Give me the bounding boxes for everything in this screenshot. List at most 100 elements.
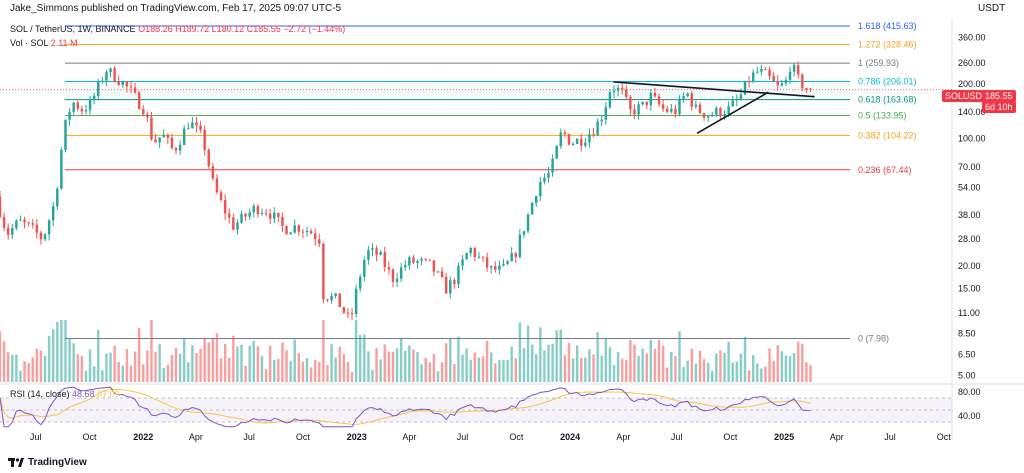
time-tick-label: Jul: [884, 432, 896, 442]
volume-bar: [498, 359, 501, 382]
candle-body: [240, 213, 243, 223]
volume-legend[interactable]: Vol · SOL 2.11 M: [10, 38, 78, 48]
candle-body: [264, 212, 268, 214]
volume-bar: [166, 364, 170, 382]
candle-body: [432, 260, 436, 272]
candle-body: [461, 259, 464, 266]
candle-body: [338, 293, 341, 308]
volume-bar: [584, 357, 587, 382]
candle-body: [506, 261, 509, 265]
volume-bar: [412, 349, 415, 382]
rsi-tick-label: 40.00: [958, 411, 981, 421]
candle-body: [56, 188, 59, 207]
volume-bar: [101, 370, 104, 382]
candle-body: [502, 264, 505, 266]
candle-body: [363, 260, 366, 277]
candle-body: [256, 205, 260, 214]
volume-bar: [105, 353, 108, 382]
symbol-name: SOL / TetherUS, 1W, BINANCE: [10, 24, 136, 34]
volume-bar: [485, 340, 489, 382]
candle-body: [604, 107, 608, 120]
volume-bar: [383, 344, 387, 382]
volume-bar: [600, 355, 603, 382]
candle-body: [788, 71, 792, 80]
candle-body: [117, 81, 120, 85]
volume-bar: [334, 357, 337, 382]
volume-bar: [232, 335, 235, 382]
fib-label: 0.5 (133.95): [858, 111, 907, 121]
candle-body: [68, 111, 71, 120]
candle-body: [686, 93, 689, 96]
volume-bar: [694, 363, 698, 382]
volume-bar: [47, 335, 51, 382]
tradingview-brand[interactable]: TradingView: [8, 457, 87, 468]
candle-body: [792, 65, 796, 72]
volume-bar: [309, 367, 313, 382]
volume-bar: [686, 360, 689, 382]
candles: [0, 61, 812, 321]
volume-bar: [809, 365, 812, 382]
candle-body: [751, 72, 755, 82]
volume-bar: [399, 338, 403, 382]
rsi-pane-background: [0, 386, 952, 428]
volume-bar: [764, 366, 767, 382]
price-tick-label: 15.00: [958, 284, 981, 294]
candle-body: [293, 225, 296, 233]
volume-bar: [731, 362, 734, 382]
candle-body: [563, 132, 567, 135]
candle-body: [514, 253, 517, 257]
candle-body: [756, 71, 759, 73]
volume-bar: [187, 362, 190, 382]
candle-body: [412, 257, 415, 263]
volume-value: 2.11 M: [50, 38, 78, 48]
volume-bar: [92, 366, 96, 382]
volume-bar: [473, 352, 477, 382]
rsi-pane: [0, 386, 952, 428]
candle-body: [469, 248, 472, 254]
volume-bar: [182, 338, 186, 382]
publisher-text: Jake_Simmons published on TradingView.co…: [10, 3, 342, 14]
candle-body: [31, 223, 34, 225]
candle-body: [694, 104, 698, 107]
volume-bar: [256, 346, 260, 382]
volume-bar: [15, 354, 18, 382]
candle-body: [281, 216, 284, 227]
candle-body: [191, 122, 194, 129]
volume-bar: [682, 366, 685, 382]
volume-bar: [612, 364, 616, 382]
volume-bar: [305, 358, 309, 382]
candle-body: [383, 252, 387, 268]
volume-bar: [494, 363, 497, 382]
volume-bar: [522, 348, 526, 382]
candle-body: [649, 92, 653, 106]
candle-body: [313, 233, 317, 240]
rsi-legend[interactable]: RSI (14, close) 48.68 67.09: [10, 389, 120, 399]
volume-bar: [19, 370, 22, 382]
volume-bar: [723, 352, 726, 382]
candle-body: [449, 280, 452, 294]
candle-body: [420, 258, 423, 261]
symbol-legend[interactable]: SOL / TetherUS, 1W, BINANCE O188.26 H189…: [10, 24, 345, 34]
price-tag-countdown: 6d 10h: [982, 101, 1016, 113]
price-tick-label: 28.00: [958, 234, 981, 244]
candle-body: [228, 213, 231, 218]
candle-body: [494, 266, 497, 270]
volume-bar: [788, 355, 792, 382]
candle-body: [424, 258, 427, 260]
time-tick-label: 2022: [133, 432, 153, 442]
volume-bar: [133, 351, 137, 382]
candle-body: [498, 265, 501, 270]
candle-body: [735, 98, 739, 101]
candle-body: [801, 74, 804, 89]
volume-bar: [645, 353, 648, 382]
rsi-tick-label: 80.00: [958, 387, 981, 397]
volume-bar: [2, 341, 6, 382]
candle-body: [236, 222, 239, 230]
volume-bar: [219, 358, 223, 382]
volume-bar: [453, 364, 456, 382]
candle-body: [416, 260, 419, 263]
volume-bar: [715, 353, 718, 382]
volume-bar: [608, 347, 612, 382]
currency-label: USDT: [978, 3, 1006, 14]
